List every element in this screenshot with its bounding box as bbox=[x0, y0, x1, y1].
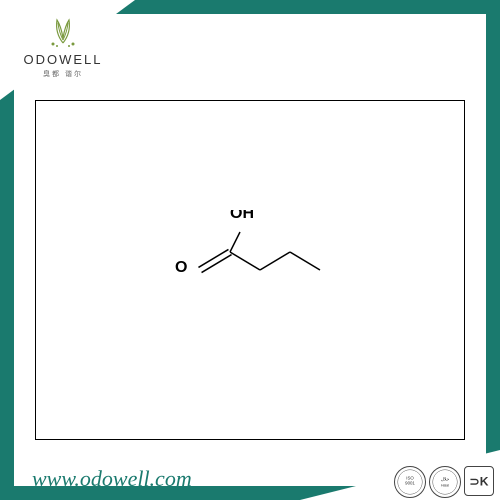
svg-text:O: O bbox=[175, 259, 187, 276]
svg-text:9001: 9001 bbox=[405, 481, 415, 486]
svg-text:⊃K: ⊃K bbox=[470, 474, 489, 488]
brand-name: ODOWELL bbox=[8, 52, 118, 67]
iso-cert-icon: ISO 9001 bbox=[394, 466, 426, 498]
chemical-structure-diagram: O OH bbox=[170, 210, 330, 330]
svg-text:Halal: Halal bbox=[441, 483, 449, 487]
certification-badges: ISO 9001 حلال Halal ⊃K bbox=[394, 466, 494, 498]
halal-cert-icon: حلال Halal bbox=[429, 466, 461, 498]
svg-text:حلال: حلال bbox=[441, 476, 450, 481]
brand-tagline: 臭都 谐尔 bbox=[8, 69, 118, 79]
kosher-cert-icon: ⊃K bbox=[464, 466, 494, 496]
svg-text:ISO: ISO bbox=[406, 475, 414, 480]
content-panel: O OH bbox=[35, 100, 465, 440]
website-url: www.odowell.com bbox=[32, 466, 192, 492]
svg-text:OH: OH bbox=[230, 210, 254, 222]
leaf-logo-icon bbox=[43, 8, 83, 48]
brand-logo-area: ODOWELL 臭都 谐尔 bbox=[8, 8, 118, 79]
